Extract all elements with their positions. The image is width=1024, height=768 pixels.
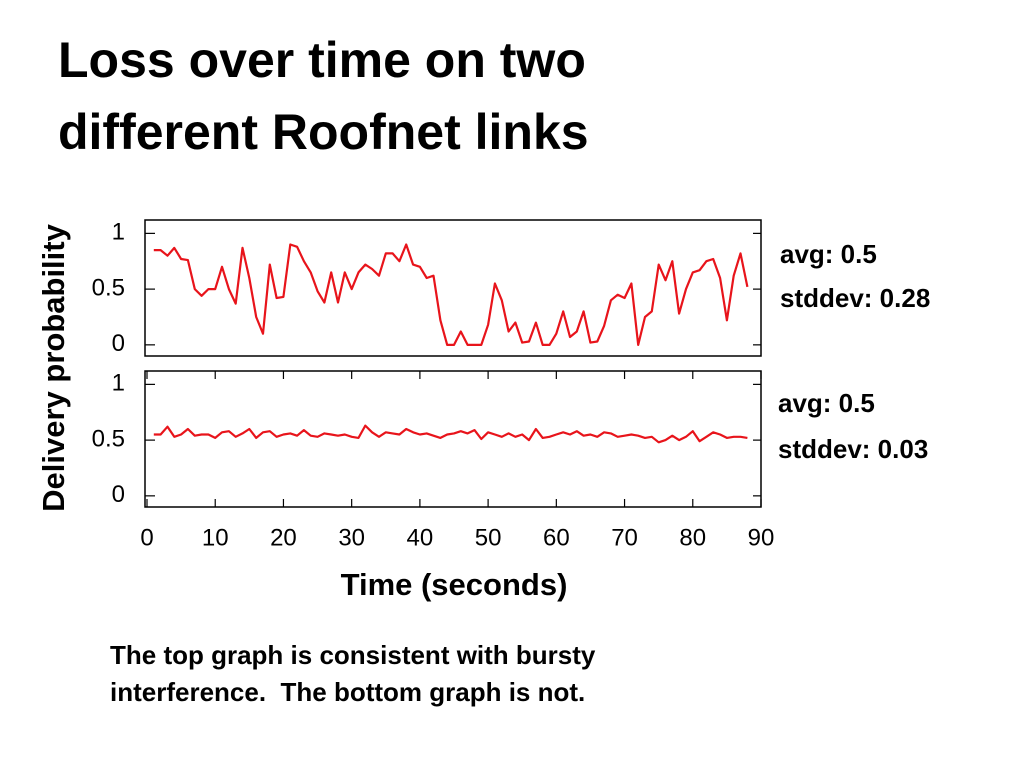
slide-title: Loss over time on two (58, 32, 586, 88)
x-tick-label: 70 (611, 524, 638, 551)
data-line (153, 424, 748, 444)
x-tick-label: 0 (140, 524, 153, 551)
x-tick-label: 90 (748, 524, 775, 551)
x-tick-label: 40 (407, 524, 434, 551)
x-tick-label: 20 (270, 524, 297, 551)
x-tick-label: 30 (338, 524, 365, 551)
y-tick-label: 0 (112, 330, 125, 357)
annotation: avg: 0.5 (780, 239, 877, 269)
data-line (153, 243, 749, 346)
y-tick-label: 0 (112, 481, 125, 508)
plot-frame (144, 219, 762, 357)
slide-title: different Roofnet links (58, 104, 589, 160)
annotation: stddev: 0.03 (778, 434, 928, 464)
caption: interference. The bottom graph is not. (110, 677, 585, 707)
y-tick-label: 0.5 (92, 274, 125, 301)
annotation: avg: 0.5 (778, 388, 875, 418)
y-axis-label: Delivery probability (36, 223, 71, 511)
y-tick-label: 1 (112, 370, 125, 397)
annotation: stddev: 0.28 (780, 283, 930, 313)
x-tick-label: 10 (202, 524, 229, 551)
caption: The top graph is consistent with bursty (110, 640, 596, 670)
x-tick-label: 60 (543, 524, 570, 551)
y-tick-label: 1 (112, 219, 125, 246)
y-tick-label: 0.5 (92, 425, 125, 452)
x-tick-label: 50 (475, 524, 502, 551)
x-axis-label: Time (seconds) (341, 567, 568, 602)
x-tick-label: 80 (679, 524, 706, 551)
plot-frame (144, 370, 762, 508)
